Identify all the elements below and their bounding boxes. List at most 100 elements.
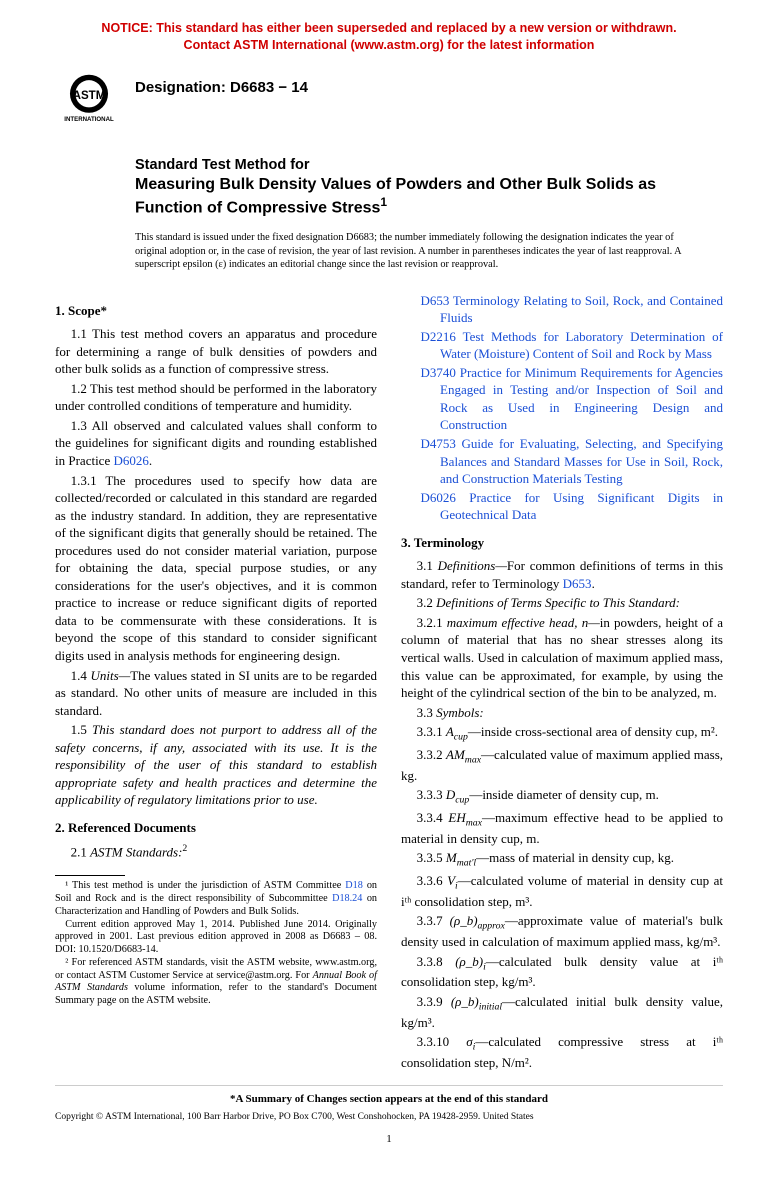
symbol-6: 3.3.6 Vi—calculated volume of material i… — [401, 872, 723, 910]
para-1-3: 1.3 All observed and calculated values s… — [55, 417, 377, 470]
notice-banner: NOTICE: This standard has either been su… — [55, 20, 723, 54]
svg-text:ASTM: ASTM — [73, 90, 106, 102]
summary-note: *A Summary of Changes section appears at… — [55, 1085, 723, 1107]
copyright-line: Copyright © ASTM International, 100 Barr… — [55, 1111, 723, 1124]
p3-3-label: Symbols: — [436, 705, 484, 720]
sym-sub: cup — [455, 795, 469, 806]
symbol-8: 3.3.8 (ρ_b)i—calculated bulk density val… — [401, 953, 723, 991]
p3-1-label: Definitions— — [438, 558, 507, 573]
para-1-1: 1.1 This test method covers an apparatus… — [55, 325, 377, 378]
sym: (ρ_b) — [450, 913, 478, 928]
link-d653[interactable]: D653 — [563, 576, 592, 591]
issuance-note: This standard is issued under the fixed … — [135, 231, 695, 271]
ref-d4753: D4753 Guide for Evaluating, Selecting, a… — [401, 435, 723, 488]
left-column: 1. Scope* 1.1 This test method covers an… — [55, 292, 377, 1074]
link-d6026[interactable]: D6026 — [113, 453, 148, 468]
sym-desc: —inside cross-sectional area of density … — [468, 724, 718, 739]
ref-code[interactable]: D3740 — [421, 365, 456, 380]
designation-label: Designation: D6683 − 14 — [135, 72, 308, 98]
sym-sub: cup — [454, 732, 468, 743]
p3-2-lead: 3.2 — [417, 595, 437, 610]
para-3-3: 3.3 Symbols: — [401, 704, 723, 722]
sym: M — [446, 850, 457, 865]
sym-num: 3.3.3 — [417, 787, 446, 802]
astm-logo: ASTM INTERNATIONAL — [55, 72, 123, 131]
title-superscript: 1 — [380, 195, 387, 209]
para-3-2: 3.2 Definitions of Terms Specific to Thi… — [401, 594, 723, 612]
p2-1-label: ASTM Standards: — [90, 845, 182, 860]
p3-3-lead: 3.3 — [417, 705, 437, 720]
notice-line1: NOTICE: This standard has either been su… — [101, 21, 676, 35]
symbol-10: 3.3.10 σi—calculated compressive stress … — [401, 1033, 723, 1071]
sym: A — [446, 724, 454, 739]
para-2-1: 2.1 ASTM Standards:2 — [55, 842, 377, 861]
symbol-5: 3.3.5 Mmat'l—mass of material in density… — [401, 849, 723, 870]
ref-title[interactable]: Terminology Relating to Soil, Rock, and … — [440, 293, 723, 326]
title-lead: Standard Test Method for — [135, 156, 723, 175]
symbol-1: 3.3.1 Acup—inside cross-sectional area o… — [401, 723, 723, 744]
symbol-4: 3.3.4 EHmax—maximum effective head to be… — [401, 809, 723, 847]
ref-code[interactable]: D4753 — [421, 436, 456, 451]
f1-pre: ¹ This test method is under the jurisdic… — [65, 880, 345, 891]
para-1-4: 1.4 Units—The values stated in SI units … — [55, 667, 377, 720]
ref-title[interactable]: Practice for Minimum Requirements for Ag… — [440, 365, 723, 433]
sym: (ρ_b) — [455, 954, 483, 969]
p1-4-lead: 1.4 — [71, 668, 91, 683]
sym-num: 3.3.7 — [417, 913, 450, 928]
sym-num: 3.3.5 — [417, 850, 446, 865]
sym-sub: max — [465, 755, 481, 766]
sym: (ρ_b) — [451, 994, 479, 1009]
p3-1-post: . — [592, 576, 595, 591]
p1-3-pre: 1.3 All observed and calculated values s… — [55, 418, 377, 468]
link-d18-24[interactable]: D18.24 — [332, 893, 362, 904]
ref-title[interactable]: Practice for Using Significant Digits in… — [440, 490, 723, 523]
sym-sub: max — [466, 818, 482, 829]
symbol-9: 3.3.9 (ρ_b)initial—calculated initial bu… — [401, 993, 723, 1031]
para-1-5: 1.5 This standard does not purport to ad… — [55, 721, 377, 809]
p1-3-post: . — [149, 453, 152, 468]
link-d18[interactable]: D18 — [345, 880, 363, 891]
notice-line2: Contact ASTM International (www.astm.org… — [184, 38, 595, 52]
footnote-1: ¹ This test method is under the jurisdic… — [55, 880, 377, 918]
symbol-2: 3.3.2 AMmax—calculated value of maximum … — [401, 746, 723, 784]
svg-text:INTERNATIONAL: INTERNATIONAL — [64, 116, 114, 123]
sym-sub: initial — [479, 1001, 502, 1012]
title-block: Standard Test Method for Measuring Bulk … — [135, 156, 723, 220]
terminology-head: 3. Terminology — [401, 534, 723, 552]
page-number: 1 — [55, 1132, 723, 1147]
p3-2-1-term: maximum effective head, n— — [447, 615, 600, 630]
ref-title[interactable]: Test Methods for Laboratory Determinatio… — [440, 329, 723, 362]
footnote-2: ² For referenced ASTM standards, visit t… — [55, 957, 377, 1008]
sym-num: 3.3.2 — [417, 747, 446, 762]
para-1-2: 1.2 This test method should be performed… — [55, 380, 377, 415]
title-main-text: Measuring Bulk Density Values of Powders… — [135, 176, 656, 217]
sym: EH — [448, 810, 465, 825]
document-page: NOTICE: This standard has either been su… — [0, 0, 778, 1177]
sym-num: 3.3.8 — [417, 954, 456, 969]
ref-title[interactable]: Guide for Evaluating, Selecting, and Spe… — [440, 436, 723, 486]
body-columns: 1. Scope* 1.1 This test method covers an… — [55, 292, 723, 1074]
p1-5-body: This standard does not purport to addres… — [55, 722, 377, 807]
sym-num: 3.3.9 — [417, 994, 451, 1009]
p2-1-lead: 2.1 — [71, 845, 91, 860]
p3-1-lead: 3.1 — [417, 558, 438, 573]
para-1-3-1: 1.3.1 The procedures used to specify how… — [55, 472, 377, 665]
sym-num: 3.3.1 — [417, 724, 446, 739]
ref-code[interactable]: D6026 — [421, 490, 456, 505]
header-row: ASTM INTERNATIONAL Designation: D6683 − … — [55, 72, 723, 131]
symbol-3: 3.3.3 Dcup—inside diameter of density cu… — [401, 786, 723, 807]
ref-code[interactable]: D653 — [421, 293, 450, 308]
sym-num: 3.3.10 — [417, 1034, 467, 1049]
sym-desc: —inside diameter of density cup, m. — [469, 787, 659, 802]
ref-d653: D653 Terminology Relating to Soil, Rock,… — [401, 292, 723, 327]
sym: D — [446, 787, 455, 802]
sym-sub: mat'l — [457, 858, 476, 869]
p3-2-label: Definitions of Terms Specific to This St… — [436, 595, 680, 610]
p1-4-label: Units— — [90, 668, 130, 683]
ref-code[interactable]: D2216 — [421, 329, 456, 344]
footnote-rule — [55, 875, 125, 876]
sym-num: 3.3.4 — [417, 810, 449, 825]
refdocs-head: 2. Referenced Documents — [55, 819, 377, 837]
sym: AM — [446, 747, 465, 762]
ref-d2216: D2216 Test Methods for Laboratory Determ… — [401, 328, 723, 363]
